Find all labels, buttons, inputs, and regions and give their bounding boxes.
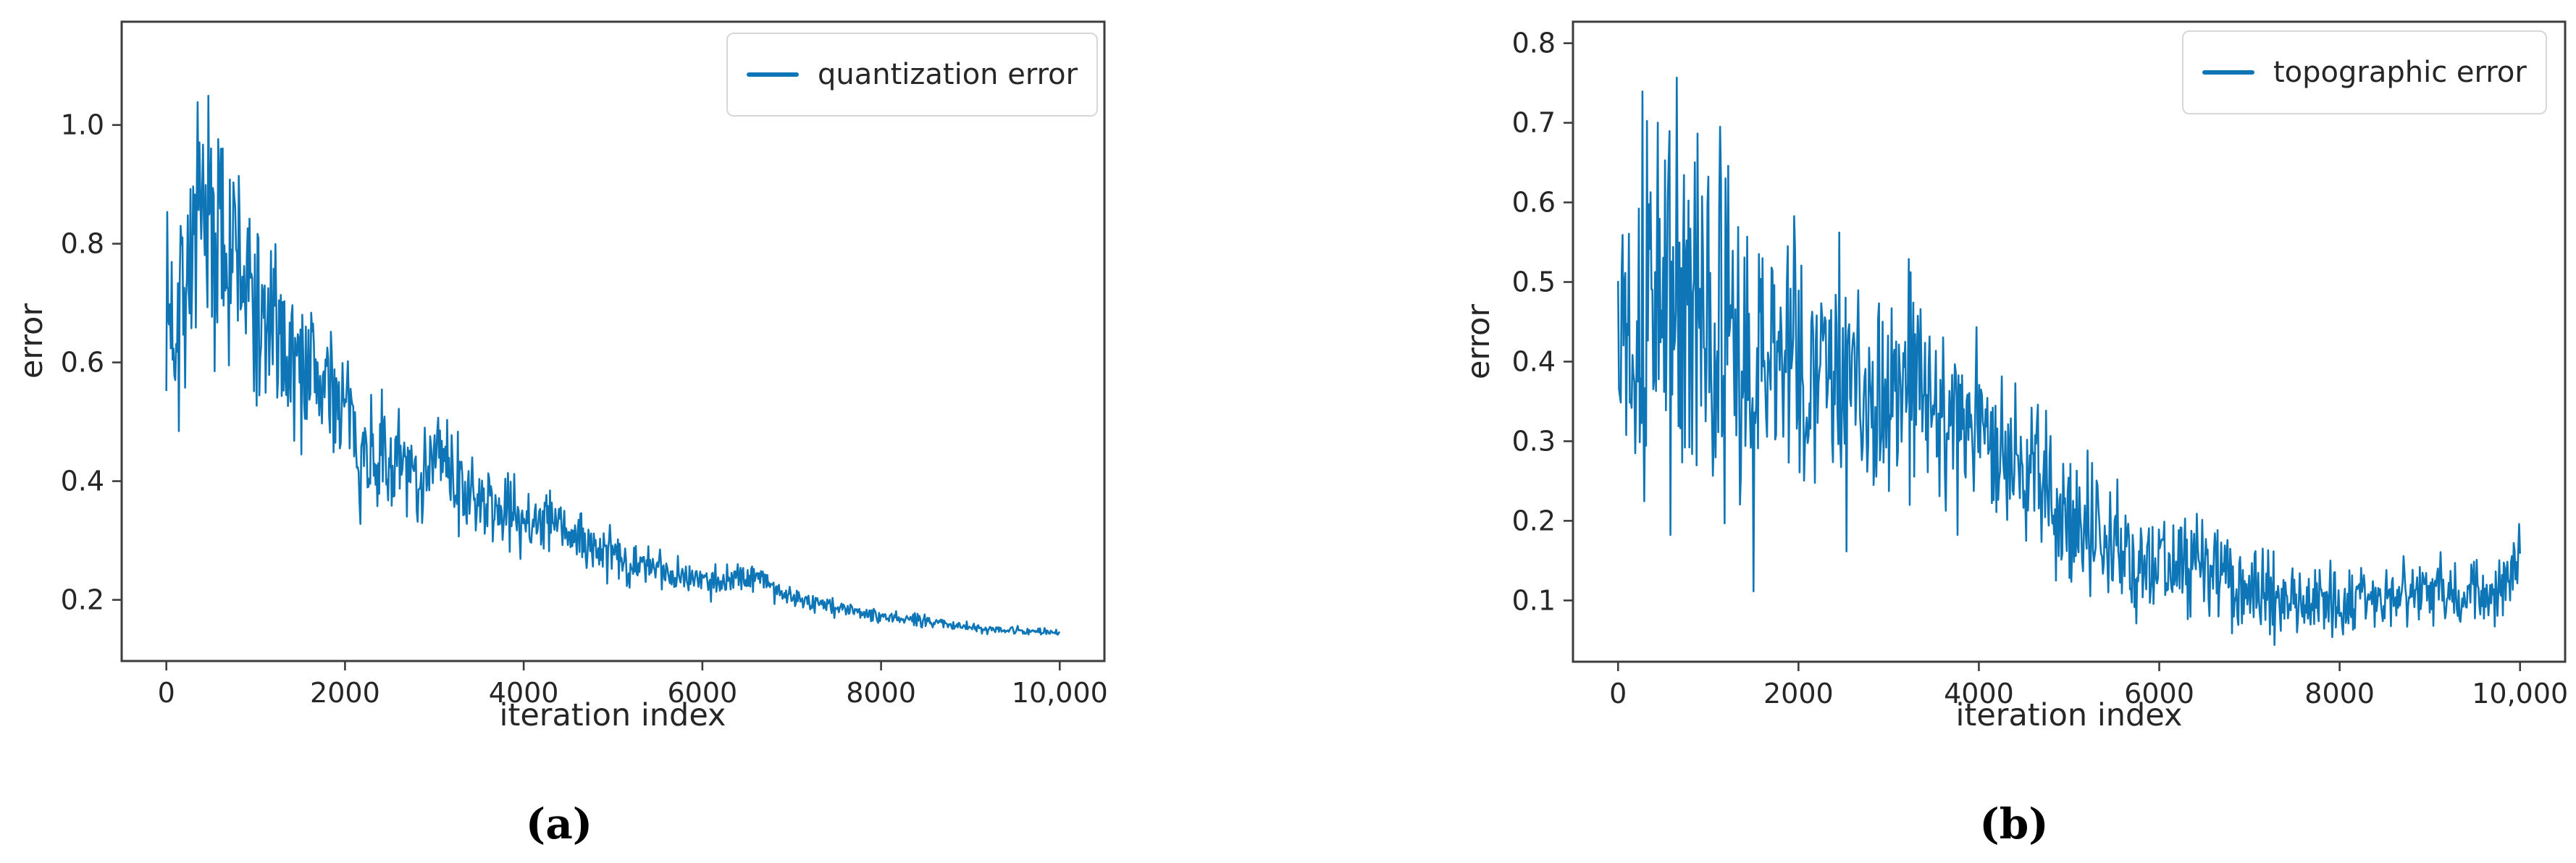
x-tick-label: 4000 [489,677,559,709]
legend-line-sample [747,72,799,77]
x-axis-label: iteration index [499,697,726,733]
y-tick-label: 0.8 [1512,28,1556,59]
plot-border [1572,20,2567,663]
x-tick-label: 2000 [1763,678,1834,710]
y-tick-label: 0.7 [1512,107,1556,139]
legend-box-b: topographic error [2182,30,2547,114]
y-tick-label: 1.0 [61,109,104,141]
y-tick-label: 0.6 [1512,187,1556,219]
y-tick-label: 0.5 [1512,266,1556,298]
legend-line-sample [2202,70,2254,75]
subfigure-b: 0 2000 4000 6000 8000 10,000 0.1 0.2 0.3 0.4 0.5 0.… [1289,0,2576,863]
error-series-line [1616,76,2522,647]
legend-label: topographic error [2273,56,2527,89]
legend-label: quantization error [818,58,1078,91]
y-axis-label: error [14,303,50,379]
x-axis-label: iteration index [1955,697,2183,733]
legend-box-a: quantization error [726,33,1099,117]
y-tick-label: 0.2 [61,584,104,616]
x-tick-label: 8000 [2304,678,2375,710]
error-series-line [165,94,1061,636]
y-tick-label: 0.3 [1512,425,1556,457]
topographic-error-plot: 0 2000 4000 6000 8000 10,000 0.1 0.2 0.3 0.4 0.5 0.… [1512,20,2568,710]
subfigure-caption-a: (a) [525,799,593,849]
plot-border [120,20,1106,662]
y-tick-label: 0.8 [61,228,104,260]
x-tick-label: 10,000 [1012,677,1108,709]
y-tick-label: 0.4 [1512,345,1556,377]
subfigure-a: 0 2000 4000 6000 8000 10,000 0.2 0.4 0.6 0.8 1.0 q… [14,20,1108,849]
y-tick-label: 0.6 [61,347,104,379]
x-tick-label: 6000 [2124,678,2194,710]
quantization-error-plot: 0 2000 4000 6000 8000 10,000 0.2 0.4 0.6 0.8 1.0 [61,20,1108,709]
y-tick-label: 0.4 [61,466,104,497]
x-tick-label: 10,000 [2472,678,2568,710]
x-tick-label: 0 [158,677,175,709]
x-tick-label: 4000 [1944,678,2014,710]
x-tick-label: 6000 [668,677,738,709]
y-tick-label: 0.2 [1512,505,1556,536]
x-tick-label: 0 [1609,678,1627,710]
y-axis-label: error [1461,303,1497,380]
y-tick-label: 0.1 [1512,584,1556,616]
x-tick-label: 2000 [310,677,380,709]
x-tick-label: 8000 [846,677,916,709]
subfigure-caption-b: (b) [1979,799,2049,849]
